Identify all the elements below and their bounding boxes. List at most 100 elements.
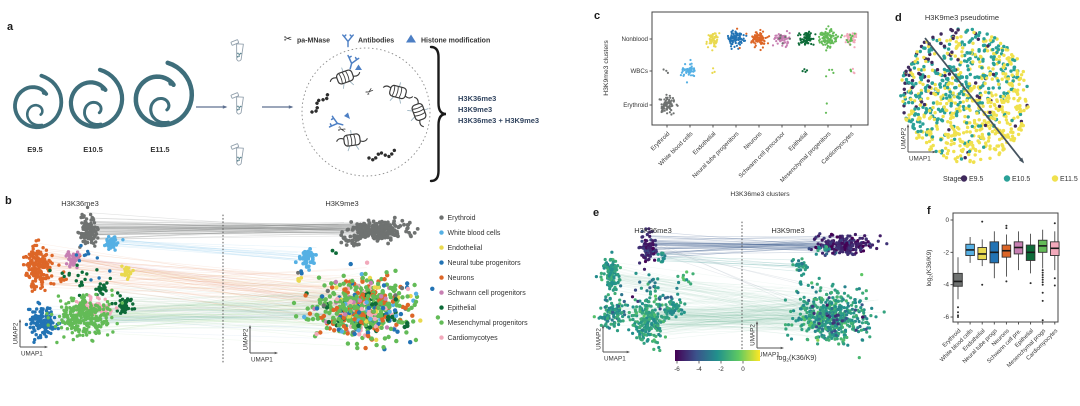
umap-cluster [810, 296, 868, 337]
legend-item-label: Mesenchymal progenitors [448, 320, 529, 327]
strip-cluster [658, 93, 679, 116]
umap-cluster [299, 269, 304, 276]
edge-lines [105, 238, 317, 262]
panel-a-canvas: E9.5 E10.5 E11.5 ✂ ✂ ✂ pa-MNase Antibodies Histo… [13, 34, 539, 183]
umap-cluster [637, 227, 658, 271]
edge-lines [84, 212, 407, 241]
strip-cluster [824, 102, 828, 114]
edge-lines [95, 279, 415, 324]
strip-cluster [679, 58, 696, 84]
embryo-stage-label: E11.5 [150, 145, 169, 154]
legend-item-label: White blood cells [448, 230, 501, 237]
umap-cluster [783, 273, 886, 360]
umap1-axis-label: UMAP1 [909, 155, 931, 162]
boxplot-box [1037, 229, 1048, 322]
panel-label-d: d [895, 12, 902, 24]
umap-cluster [120, 264, 135, 281]
embryo-illustration [68, 67, 125, 129]
histone-modification-icon [344, 112, 350, 119]
panel-label-a: a [7, 21, 14, 33]
stage-legend: Stage E9.5 E10.5 E11.5 [943, 175, 1078, 183]
strip-cluster [849, 68, 853, 73]
umap-title-h3k36me3: H3K36me3 [61, 199, 99, 208]
umap2-axis-label: UMAP2 [750, 324, 757, 346]
nucleosome-icon [336, 130, 368, 152]
umap-title-h3k9me3: H3K9me3 [771, 226, 804, 235]
panel-d: d H3K9me3 pseudotime UMAP2 UMAP1 Stage E9.5 E… [880, 0, 1080, 200]
nucleosome-icon [382, 82, 414, 104]
strip-cluster [736, 27, 741, 50]
umap-cluster [296, 270, 300, 275]
antibody-icon [347, 54, 360, 70]
strip-cluster [825, 68, 835, 78]
strip-cluster [851, 67, 856, 75]
colorbar-tick-label: 0 [741, 366, 745, 373]
x-tick-label: Schwann cell precursor [738, 131, 786, 179]
panel-d-title: H3K9me3 pseudotime [925, 13, 999, 22]
boxplot-box [1013, 231, 1024, 271]
legend-item-label: Epithelial [448, 305, 477, 312]
umap-cluster [594, 250, 622, 302]
embryo-stage-label: E10.5 [83, 145, 103, 154]
strip-cluster [845, 32, 856, 46]
boxplot-box [965, 236, 975, 263]
legend-swatch [439, 290, 444, 295]
legend-swatch [439, 305, 444, 310]
scissors-icon: ✂ [284, 34, 292, 45]
stage-label: E10.5 [1012, 176, 1030, 183]
strip-cluster [797, 30, 817, 46]
brace [429, 45, 447, 183]
output-mark-label: H3K9me3 [458, 105, 492, 114]
umap-cluster [45, 288, 125, 345]
plot-frame [651, 11, 869, 126]
colorbar-tick-label: -2 [718, 366, 724, 373]
x-tick-label: Erythroid [650, 131, 671, 152]
scissors-icon: ✂ [336, 124, 347, 137]
umap-title-h3k36me3: H3K36me3 [634, 226, 672, 235]
cell-type-legend: Erythroid White blood cells Endothelial Neu… [439, 215, 528, 342]
panel-label-c: c [594, 10, 601, 22]
umap-cluster [330, 248, 338, 255]
y-tick-label: Nonblood [622, 36, 649, 43]
umap1-axis-label: UMAP1 [604, 355, 626, 362]
umap-cluster [110, 291, 137, 315]
legend-swatch [439, 260, 444, 265]
pseudotime-scatter [899, 27, 1030, 164]
umap2-axis-label: UMAP2 [13, 322, 20, 344]
umap-cluster [656, 251, 667, 264]
boxplot-box [1025, 233, 1036, 285]
antibody-icon [328, 115, 344, 128]
legend-swatch [439, 335, 444, 340]
umap-cluster [46, 254, 82, 286]
y-tick-label: Erythroid [623, 102, 648, 109]
umap-cluster [676, 270, 695, 286]
y-tick-label: -2 [943, 249, 949, 256]
umap-cluster [103, 235, 125, 252]
legend-swatch [439, 275, 444, 280]
legend-swatch [439, 245, 444, 250]
tube-icon [230, 92, 244, 115]
strip-cluster [771, 30, 791, 49]
tube-icon [230, 143, 244, 166]
legend-item-label: Schwann cell progenitors [448, 290, 527, 297]
scissors-icon: ✂ [364, 85, 377, 99]
y-tick-label: 0 [945, 217, 949, 224]
panel-label-e: e [593, 207, 600, 219]
stage-label: E11.5 [1060, 176, 1078, 183]
antibody-icon [342, 34, 354, 48]
dna-beads-icon [310, 93, 330, 114]
strip-cluster [726, 29, 748, 51]
embryo-illustration [133, 60, 195, 128]
umap2-axis-label: UMAP2 [901, 127, 908, 149]
icon-legend-label: Histone modification [421, 38, 490, 45]
icon-legend-label: pa-MNase [297, 38, 330, 45]
umap-cluster [21, 238, 56, 293]
nucleosome-icon [329, 67, 361, 89]
edge-lines [604, 262, 869, 339]
strip-cluster [818, 25, 843, 52]
